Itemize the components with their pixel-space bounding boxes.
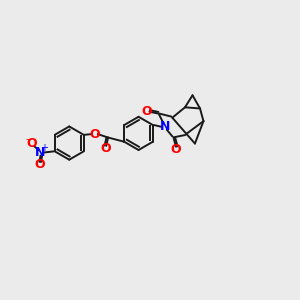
Text: +: +: [40, 143, 49, 153]
Text: N: N: [35, 146, 46, 159]
Text: O: O: [34, 158, 45, 171]
Text: O: O: [100, 142, 111, 155]
Text: -: -: [26, 134, 30, 144]
Text: O: O: [171, 143, 181, 156]
Text: N: N: [160, 120, 170, 134]
Text: O: O: [26, 137, 37, 150]
Text: O: O: [141, 105, 152, 118]
Text: O: O: [89, 128, 100, 141]
